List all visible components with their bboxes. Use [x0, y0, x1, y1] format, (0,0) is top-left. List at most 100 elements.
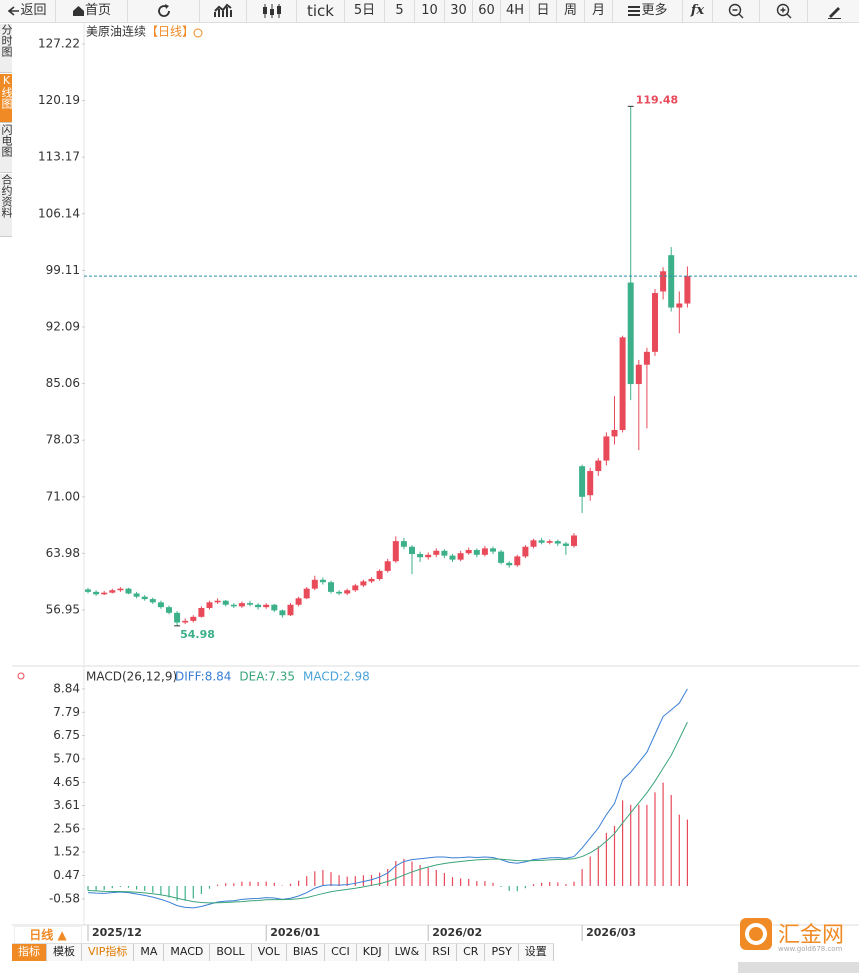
period-button[interactable]: 月 [585, 0, 613, 22]
zoom-in-button[interactable] [760, 0, 808, 22]
candle-body [206, 602, 213, 608]
candle-body [255, 604, 262, 608]
indicator-tab[interactable]: PSY [485, 944, 519, 961]
candle-body [247, 603, 253, 605]
formula-button[interactable]: fx [683, 0, 713, 22]
candle-body [214, 600, 221, 603]
candle-body [190, 616, 197, 621]
label: 更多 [641, 3, 668, 18]
candle-body [530, 540, 537, 547]
period-button[interactable]: 周 [557, 0, 585, 22]
logo-name: 汇金网 [778, 923, 844, 948]
zoom-out-button[interactable] [713, 0, 760, 22]
candle-body [587, 471, 594, 496]
period-button[interactable]: 5 [385, 0, 415, 22]
y-tick-label: 85.06 [46, 376, 80, 390]
indicator-tab[interactable]: MA [134, 944, 165, 961]
high-label: 119.48 [636, 93, 678, 106]
candle-body [352, 585, 359, 591]
period-button[interactable]: 日 [530, 0, 557, 22]
candle-body [506, 562, 513, 566]
indicator-tab[interactable]: MACD [164, 944, 211, 961]
candle-body [579, 466, 586, 497]
period-button[interactable]: 4H [501, 0, 530, 22]
indicator-tab[interactable]: CR [457, 944, 486, 961]
side-tab[interactable]: 合约资料 [0, 174, 12, 237]
indicator-tab[interactable]: BOLL [210, 944, 252, 961]
candle-body [595, 460, 602, 472]
indicator-tab[interactable]: 指标 [12, 944, 47, 961]
candle-body [109, 590, 116, 593]
candle-body [635, 364, 642, 385]
candle-body [303, 588, 310, 599]
y-tick-label: 1.52 [53, 845, 80, 859]
candle-body [157, 602, 164, 608]
draw-button[interactable] [808, 0, 859, 22]
candle-body [554, 541, 561, 544]
settings-icon[interactable] [17, 672, 25, 680]
indicator-tab[interactable]: LW& [388, 944, 427, 961]
logo-icon [740, 918, 772, 950]
candle-body [449, 555, 456, 560]
candle-body [457, 553, 464, 560]
candle-body [198, 607, 205, 617]
candle-body [417, 554, 424, 558]
legend-entry: DEA:7.35 [239, 670, 295, 684]
indicator-tab[interactable]: KDJ [356, 944, 389, 961]
candle-body [295, 598, 302, 605]
y-tick-label: 5.70 [53, 751, 80, 765]
period-icon[interactable] [193, 28, 203, 38]
period-button[interactable]: 30 [445, 0, 473, 22]
candle-body [465, 549, 472, 554]
refresh-button[interactable] [128, 0, 200, 22]
y-tick-label: 0.47 [53, 868, 80, 882]
candle-body [166, 607, 172, 613]
candle-body [481, 548, 488, 555]
line-chart-button[interactable] [200, 0, 247, 22]
candle-body [344, 590, 351, 594]
y-tick-label: 8.84 [53, 681, 80, 695]
indicator-tab[interactable]: 模板 [47, 944, 82, 961]
candle-body [336, 591, 343, 594]
more-button[interactable]: 更多 [613, 0, 683, 22]
x-tick-label: 2026/03 [586, 926, 636, 939]
candle-body [611, 429, 618, 437]
candle-body [279, 610, 286, 616]
candle-button[interactable] [247, 0, 297, 22]
indicator-tabs: 指标 模板 VIP指标 MA MACD BOLL VOL BIAS CCI KDJ LW& RSI CR… [12, 943, 554, 961]
y-tick-label: 106.14 [38, 206, 80, 220]
period-button[interactable]: 10 [415, 0, 445, 22]
indicator-tab[interactable]: BIAS [286, 944, 326, 961]
period-button[interactable]: 5日 [345, 0, 385, 22]
candle-body [514, 556, 521, 566]
indicator-tab[interactable]: VIP指标 [82, 944, 135, 961]
chart-title: 美原油连续 [86, 24, 146, 39]
y-tick-label: 71.00 [46, 489, 80, 503]
y-tick-label: 127.22 [38, 36, 80, 50]
candle-body [392, 541, 399, 562]
candle-body [93, 591, 100, 595]
y-tick-label: 78.03 [46, 433, 80, 447]
candle-body [319, 579, 326, 583]
footer-bar [738, 962, 859, 973]
candle-body [271, 604, 278, 611]
side-tab[interactable]: K线图 [0, 74, 12, 123]
indicator-tab[interactable]: CCI [325, 944, 357, 961]
indicator-tab[interactable]: 设置 [518, 944, 554, 961]
macd-title: MACD(26,12,9) [86, 670, 177, 684]
candle-body [425, 554, 432, 558]
indicator-tab[interactable]: VOL [251, 944, 287, 961]
candle-body [660, 271, 667, 292]
side-tab[interactable]: 分时图 [0, 24, 12, 73]
home-button[interactable]: 首页 [56, 0, 128, 22]
label: 首页 [84, 3, 111, 18]
side-tab[interactable]: 闪电图 [0, 124, 12, 173]
y-tick-label: 56.95 [46, 602, 80, 616]
period-button[interactable]: 60 [473, 0, 501, 22]
tick-button[interactable]: tick [297, 0, 345, 22]
indicator-tab[interactable]: RSI [426, 944, 458, 961]
candle-body [311, 579, 318, 589]
candle-body [546, 541, 553, 543]
back-button[interactable]: 返回 [0, 0, 56, 22]
